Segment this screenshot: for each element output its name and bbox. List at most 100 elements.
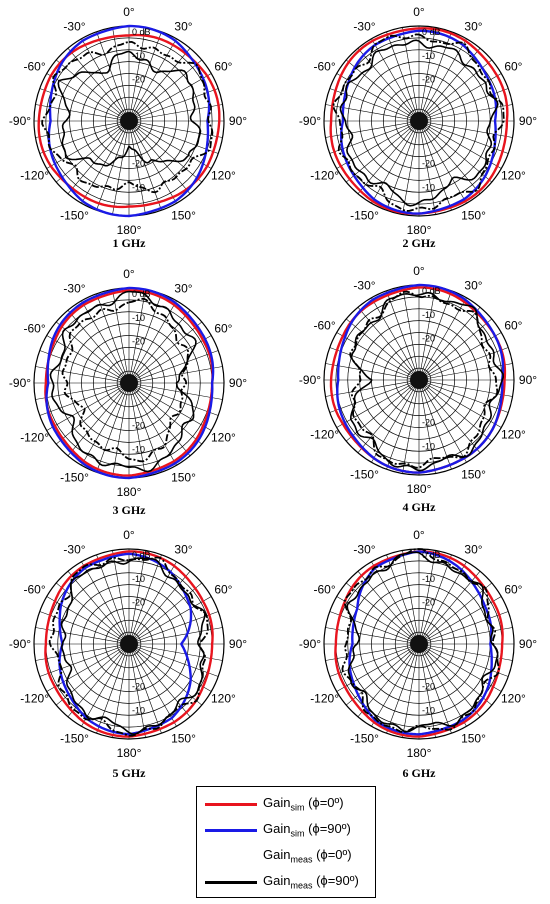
caption-5ghz: 5 GHz (112, 766, 146, 780)
grid-spoke (128, 88, 219, 122)
grid-spoke (418, 286, 436, 381)
grid-spoke (329, 611, 420, 645)
grid-spoke (418, 379, 481, 453)
grid-spoke (128, 335, 212, 384)
angle-tick-label: -120° (20, 431, 49, 445)
grid-spoke (128, 293, 162, 384)
grid-spoke (418, 643, 502, 692)
grid-spoke (325, 363, 420, 381)
grid-spoke (81, 120, 130, 204)
grid-spoke (357, 307, 420, 381)
grid-spoke (128, 643, 202, 706)
angle-tick-label: 90° (519, 114, 537, 128)
grid-spoke (128, 73, 212, 122)
grid-spoke (46, 382, 130, 431)
angle-tick-label: 180° (407, 746, 432, 760)
series-gain-sim-phi90 (348, 550, 493, 736)
grid-spoke (325, 643, 420, 661)
grid-spoke (39, 382, 130, 416)
grid-spoke (346, 59, 420, 122)
grid-spoke (112, 27, 130, 122)
polar-chart-1: 0 dB -10 -10 -20 -20 0° 30° 60° 90° 120° 150° 180° -… (9, 5, 247, 237)
angle-tick-label: 0° (123, 528, 135, 542)
grid-spoke (128, 382, 219, 416)
angle-tick-label: 150° (461, 731, 486, 745)
radial-tick-label: -20 (132, 75, 145, 85)
legend-swatch (205, 881, 257, 884)
radial-tick-label: -10 (132, 313, 145, 323)
grid-spoke (128, 382, 162, 473)
grid-spoke (56, 120, 130, 183)
caption-1ghz: 1 GHz (112, 236, 146, 250)
angle-tick-label: 60° (214, 60, 232, 74)
radial-tick-label: -10 (132, 705, 145, 715)
grid-spoke (96, 382, 130, 473)
angle-tick-label: 120° (211, 169, 236, 183)
angle-tick-label: 120° (211, 431, 236, 445)
angle-tick-label: 0° (413, 5, 425, 19)
radial-tick-label: -20 (422, 159, 435, 169)
series-gain-meas-phi90 (346, 551, 499, 733)
polar-chart-3: 0 dB -10 -10 -20 -20 0° 30° 60° 90° 120° 150° 180° -… (9, 267, 247, 499)
angle-tick-label: 180° (407, 482, 432, 496)
grid-spoke (128, 48, 191, 122)
angle-tick-label: -30° (63, 543, 85, 557)
grid-spoke (418, 643, 436, 738)
grid-spoke (128, 120, 191, 194)
series-gain-sim-phi90 (336, 283, 505, 474)
grid-spoke (128, 561, 177, 645)
grid-spoke (128, 554, 162, 645)
grid-spoke (418, 561, 467, 645)
grid-spoke (128, 550, 146, 645)
angle-tick-label: 150° (461, 467, 486, 481)
grid-spoke (329, 120, 420, 154)
angle-tick-label: -60° (24, 322, 46, 336)
grid-spoke (418, 643, 509, 677)
grid-spoke (371, 379, 420, 463)
angle-tick-label: -90° (9, 376, 31, 390)
angle-tick-label: -90° (299, 637, 321, 651)
grid-spoke (336, 596, 420, 645)
grid-spoke (112, 550, 130, 645)
polar-center-hub (120, 112, 138, 130)
grid-spoke (325, 379, 420, 397)
grid-spoke (418, 379, 436, 474)
angle-tick-label: 90° (519, 373, 537, 387)
radial-tick-label: -20 (422, 598, 435, 608)
angle-tick-label: -60° (314, 319, 336, 333)
radial-tick-label: -10 (422, 310, 435, 320)
grid-spoke (386, 643, 420, 734)
grid-spoke (346, 318, 420, 381)
angle-tick-label: -60° (24, 60, 46, 74)
grid-spoke (35, 366, 130, 384)
radial-tick-label: -10 (422, 705, 435, 715)
grid-spoke (46, 643, 130, 692)
grid-spoke (346, 379, 420, 442)
grid-spoke (96, 554, 130, 645)
grid-spoke (336, 643, 420, 692)
grid-spoke (35, 120, 130, 138)
legend: Gainsim (ϕ=0º) Gainsim (ϕ=90º) Gainmeas … (196, 786, 376, 898)
grid-spoke (402, 643, 420, 738)
polar-chart-5: 0 dB -10 -10 -20 -20 0° 30° 60° 90° 120° 150° 180° -… (9, 528, 247, 760)
angle-tick-label: -120° (310, 428, 339, 442)
grid-spoke (81, 382, 130, 466)
grid-spoke (56, 582, 130, 645)
grid-spoke (46, 335, 130, 384)
angle-tick-label: 150° (461, 208, 486, 222)
series-gain-meas-phi90 (349, 291, 505, 472)
grid-spoke (418, 120, 481, 194)
angle-tick-label: -30° (63, 20, 85, 34)
angle-tick-label: 0° (123, 267, 135, 281)
grid-spoke (371, 120, 420, 204)
grid-spoke (418, 643, 467, 727)
polar-center-hub (120, 635, 138, 653)
angle-tick-label: 180° (117, 223, 142, 237)
angle-tick-label: -150° (60, 731, 89, 745)
angle-tick-label: -150° (350, 467, 379, 481)
caption-3ghz: 3 GHz (112, 503, 146, 517)
series-gain-meas-phi0 (341, 548, 500, 734)
grid-spoke (81, 561, 130, 645)
grid-spoke (128, 59, 202, 122)
angle-tick-label: -150° (350, 731, 379, 745)
